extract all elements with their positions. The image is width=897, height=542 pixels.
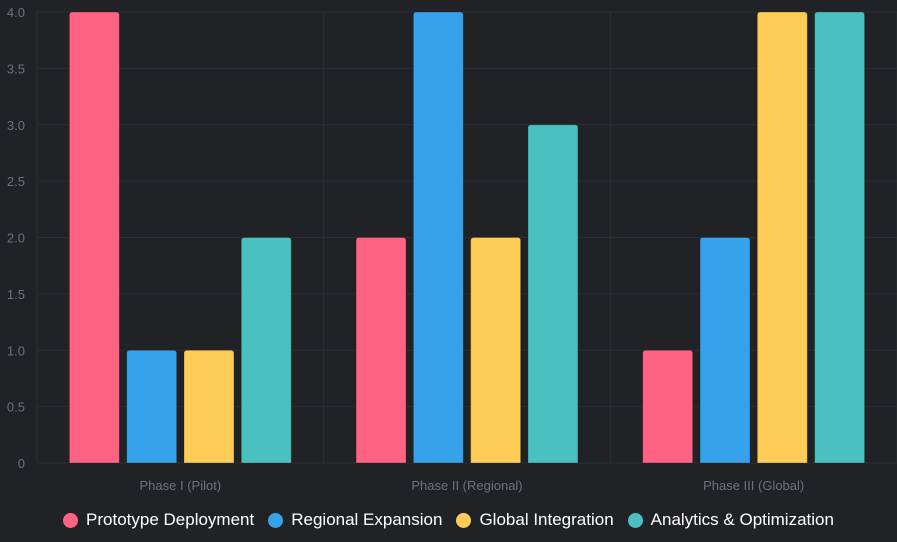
legend-item[interactable]: Regional Expansion [268,510,442,530]
x-tick-label: Phase III (Global) [703,478,804,493]
legend-item[interactable]: Prototype Deployment [63,510,254,530]
y-tick-label: 0.5 [7,400,25,415]
y-tick-label: 1.5 [7,287,25,302]
legend-label: Prototype Deployment [86,510,255,529]
bar-chart: 0 0.5 1.0 1.5 2.0 2.5 3.0 3.5 4.0 Phase I (Pilot)… [7,5,897,493]
bar[interactable] [756,11,808,464]
y-tick-label: 3.5 [7,61,25,76]
legend-label: Regional Expansion [291,510,443,529]
y-tick-label: 4.0 [7,5,25,20]
bar[interactable] [68,11,120,464]
y-tick-label: 1.0 [7,343,25,358]
bar[interactable] [412,11,464,464]
y-tick-label: 3.0 [7,118,25,133]
chart-legend: Prototype Deployment Regional Expansion Gl… [0,506,897,534]
x-tick-label: Phase II (Regional) [411,478,522,493]
y-tick-label: 2.0 [7,231,25,246]
legend-item[interactable]: Analytics & Optimization [627,510,834,530]
bar[interactable] [642,349,694,464]
bar[interactable] [183,349,235,464]
bar[interactable] [699,237,751,464]
legend-swatch [268,512,284,528]
bar[interactable] [814,11,866,464]
x-tick-label: Phase I (Pilot) [140,478,222,493]
legend-swatch [627,512,643,528]
bar[interactable] [240,237,292,464]
legend-item[interactable]: Global Integration [456,510,614,530]
legend-swatch [63,512,79,528]
legend-label: Analytics & Optimization [650,510,834,529]
y-tick-label: 2.5 [7,174,25,189]
bar[interactable] [126,349,178,464]
bar[interactable] [527,124,579,464]
bar[interactable] [470,237,522,464]
bar[interactable] [355,237,407,464]
legend-label: Global Integration [479,510,614,529]
y-tick-label: 0 [18,456,25,471]
legend-swatch [456,512,472,528]
